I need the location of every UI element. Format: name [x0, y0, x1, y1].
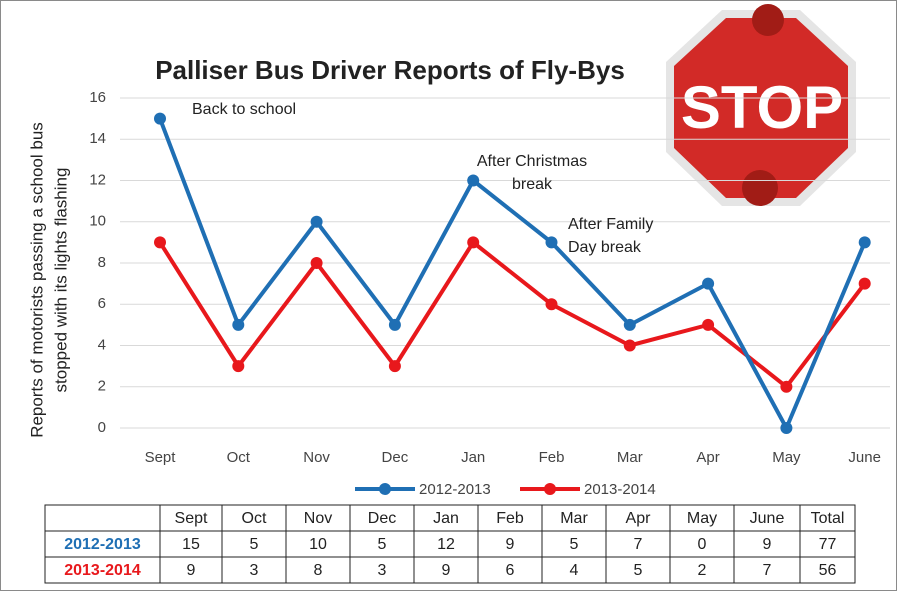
table-text: 12	[437, 536, 455, 553]
point	[154, 236, 166, 248]
table-text: 5	[570, 536, 579, 553]
table-text: Apr	[626, 510, 652, 527]
table-text: Feb	[496, 510, 524, 527]
table-text: 9	[442, 562, 451, 579]
y-tick-label: 12	[89, 171, 106, 188]
point	[467, 236, 479, 248]
table-text: 3	[378, 562, 387, 579]
sign-text: STOP	[681, 74, 843, 141]
legend-label: 2012-2013	[419, 481, 491, 498]
y-tick-label: 4	[98, 336, 106, 353]
y-tick-label: 0	[98, 419, 106, 436]
x-tick-label: Apr	[696, 449, 719, 466]
annotation: After Family	[568, 216, 653, 233]
point	[546, 236, 558, 248]
table-text: 9	[763, 536, 772, 553]
table-text: 9	[187, 562, 196, 579]
legend-swatch	[379, 483, 391, 495]
table-text: Sept	[175, 510, 208, 527]
point	[702, 319, 714, 331]
table-text: 3	[250, 562, 259, 579]
x-tick-label: Sept	[145, 449, 177, 466]
point	[311, 257, 323, 269]
legend-label: 2013-2014	[584, 481, 656, 498]
x-tick-label: Dec	[382, 449, 409, 466]
table-text: 8	[314, 562, 323, 579]
annotation: Day break	[568, 239, 642, 256]
table-text: 7	[634, 536, 643, 553]
y-tick-label: 6	[98, 295, 106, 312]
annotation: After Christmas	[477, 153, 587, 170]
table-text: 15	[182, 536, 200, 553]
x-tick-label: Nov	[303, 449, 330, 466]
point	[624, 319, 636, 331]
y-tick-label: 16	[89, 89, 106, 106]
table-text: 5	[250, 536, 259, 553]
annotation: Back to school	[192, 101, 296, 118]
point	[389, 319, 401, 331]
table-text: 10	[309, 536, 327, 553]
point	[232, 319, 244, 331]
page: STOP Palliser Bus Driver Reports of Fly-…	[0, 0, 898, 592]
table-text: 5	[378, 536, 387, 553]
table-text: Dec	[368, 510, 396, 527]
table-text: 2	[698, 562, 707, 579]
chart-title: Palliser Bus Driver Reports of Fly-Bys	[155, 55, 625, 85]
table-text: 77	[819, 536, 837, 553]
point	[859, 278, 871, 290]
x-tick-label: May	[772, 449, 801, 466]
legend-swatch	[544, 483, 556, 495]
chart: STOP Palliser Bus Driver Reports of Fly-…	[0, 0, 898, 592]
table-text: Total	[811, 510, 845, 527]
point	[702, 278, 714, 290]
table-text: 2012-2013	[64, 536, 141, 553]
x-tick-label: Jan	[461, 449, 485, 466]
table-text: June	[750, 510, 785, 527]
y-axis-label: Reports of motorists passing a school bu…	[27, 122, 46, 438]
annotation: break	[512, 176, 553, 193]
y-tick-label: 2	[98, 378, 106, 395]
table-text: 5	[634, 562, 643, 579]
table-text: 0	[698, 536, 707, 553]
point	[546, 298, 558, 310]
point	[780, 422, 792, 434]
table-text: Jan	[433, 510, 459, 527]
table-text: Oct	[242, 510, 267, 527]
table-text: 7	[763, 562, 772, 579]
point	[624, 340, 636, 352]
point	[467, 175, 479, 187]
table-text: May	[687, 510, 717, 527]
table-text: 2013-2014	[64, 562, 141, 579]
lamp	[752, 4, 784, 36]
lamp	[742, 170, 778, 206]
point	[154, 113, 166, 125]
point	[232, 360, 244, 372]
y-axis-label: stopped with its lights flashing	[51, 168, 70, 393]
x-tick-label: June	[848, 449, 881, 466]
x-tick-label: Oct	[227, 449, 251, 466]
table-text: Mar	[560, 510, 588, 527]
table-text: 9	[506, 536, 515, 553]
y-tick-label: 8	[98, 254, 106, 271]
y-tick-label: 10	[89, 213, 106, 230]
point	[311, 216, 323, 228]
table-cell	[45, 505, 160, 531]
table-text: 4	[570, 562, 579, 579]
table-text: 56	[819, 562, 837, 579]
point	[859, 236, 871, 248]
table-text: Nov	[304, 510, 332, 527]
point	[780, 381, 792, 393]
x-tick-label: Mar	[617, 449, 643, 466]
point	[389, 360, 401, 372]
x-tick-label: Feb	[539, 449, 565, 466]
y-tick-label: 14	[89, 130, 106, 147]
table-text: 6	[506, 562, 515, 579]
